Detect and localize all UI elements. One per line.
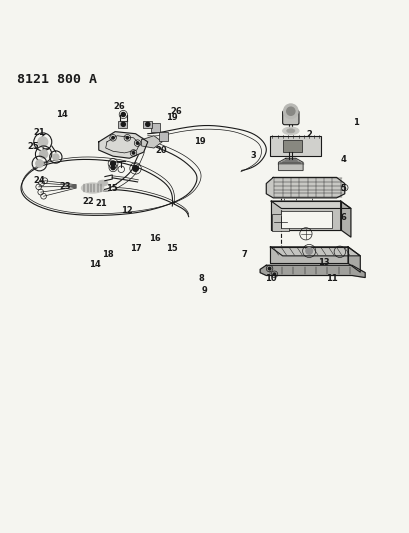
Polygon shape: [260, 265, 364, 278]
Circle shape: [112, 136, 114, 139]
Bar: [282, 140, 301, 152]
Polygon shape: [340, 201, 350, 237]
Circle shape: [121, 112, 125, 117]
Text: 18: 18: [102, 250, 113, 259]
Text: 25: 25: [27, 142, 39, 151]
Text: 5: 5: [339, 184, 345, 193]
Text: 14: 14: [56, 110, 68, 119]
Polygon shape: [270, 201, 350, 208]
Circle shape: [136, 142, 139, 144]
Text: 8: 8: [198, 274, 203, 283]
Bar: [272, 214, 288, 231]
Text: 8121 800 A: 8121 800 A: [17, 73, 97, 86]
Text: 14: 14: [89, 260, 100, 269]
Bar: [281, 212, 332, 228]
Text: 26: 26: [113, 102, 125, 111]
Text: 17: 17: [129, 244, 141, 253]
Circle shape: [133, 166, 138, 171]
Circle shape: [36, 160, 43, 167]
Text: 23: 23: [59, 182, 71, 191]
Circle shape: [126, 136, 128, 139]
Circle shape: [286, 107, 294, 115]
Text: 22: 22: [83, 197, 94, 206]
Circle shape: [110, 161, 115, 166]
Bar: [159, 133, 168, 141]
Circle shape: [283, 104, 297, 118]
Circle shape: [39, 150, 47, 158]
Text: 1: 1: [353, 118, 358, 127]
Text: 9: 9: [201, 286, 207, 295]
Ellipse shape: [81, 183, 103, 193]
Text: 19: 19: [166, 113, 178, 122]
Polygon shape: [347, 247, 360, 272]
Circle shape: [38, 137, 47, 147]
Text: 20: 20: [155, 146, 166, 155]
Text: 13: 13: [317, 258, 328, 267]
Text: 15: 15: [106, 184, 117, 193]
Polygon shape: [99, 132, 147, 158]
Polygon shape: [270, 247, 360, 256]
Text: 21: 21: [34, 128, 45, 137]
Circle shape: [121, 122, 125, 126]
Bar: [270, 136, 321, 156]
Text: 11: 11: [325, 274, 337, 283]
Polygon shape: [270, 201, 340, 230]
Circle shape: [305, 248, 312, 254]
Text: 3: 3: [250, 151, 256, 160]
Circle shape: [272, 273, 275, 276]
Text: 10: 10: [264, 274, 276, 283]
Text: 16: 16: [149, 234, 161, 243]
Circle shape: [267, 268, 270, 270]
Circle shape: [145, 122, 149, 126]
Circle shape: [53, 154, 59, 160]
Ellipse shape: [286, 129, 294, 133]
Bar: [143, 121, 151, 127]
Polygon shape: [265, 177, 344, 198]
Text: 26: 26: [170, 107, 182, 116]
Text: 6: 6: [339, 213, 345, 222]
Text: 12: 12: [121, 206, 133, 215]
Circle shape: [132, 152, 135, 154]
Text: 21: 21: [95, 199, 106, 208]
Bar: [151, 124, 160, 132]
Bar: [118, 121, 127, 127]
Text: 7: 7: [241, 250, 247, 259]
Polygon shape: [278, 158, 302, 171]
Text: 4: 4: [339, 155, 345, 164]
Ellipse shape: [97, 180, 108, 186]
FancyBboxPatch shape: [282, 110, 298, 125]
Ellipse shape: [282, 127, 298, 134]
Text: 19: 19: [194, 138, 205, 147]
Text: 15: 15: [165, 244, 177, 253]
Polygon shape: [270, 247, 347, 263]
Polygon shape: [142, 136, 162, 148]
Circle shape: [111, 166, 115, 169]
Text: 24: 24: [34, 176, 45, 185]
Text: 2: 2: [306, 131, 311, 140]
